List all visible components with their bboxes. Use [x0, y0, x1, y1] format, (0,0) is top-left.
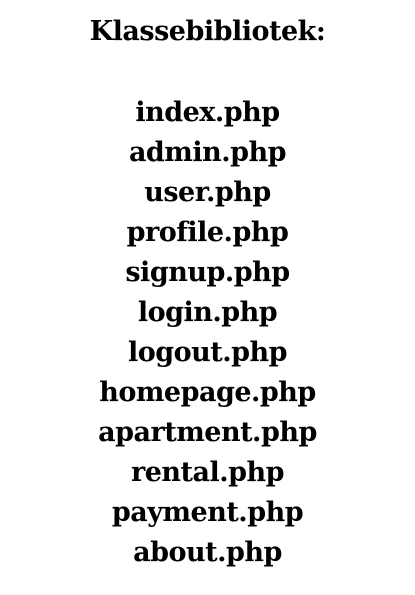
file-admin-php: admin.php	[128, 137, 287, 168]
file-signup-php: signup.php	[125, 257, 290, 288]
file-login-php: login.php	[137, 297, 278, 328]
file-payment-php: payment.php	[111, 497, 304, 528]
file-list: index.php admin.php user.php profile.php…	[0, 93, 415, 573]
file-index-php: index.php	[135, 97, 280, 128]
file-apartment-php: apartment.php	[98, 417, 317, 448]
file-about-php: about.php	[133, 537, 282, 568]
file-logout-php: logout.php	[127, 337, 288, 368]
file-user-php: user.php	[144, 177, 271, 208]
file-rental-php: rental.php	[130, 457, 285, 488]
file-profile-php: profile.php	[126, 217, 289, 248]
page-title: Klassebibliotek:	[89, 16, 326, 47]
file-homepage-php: homepage.php	[99, 377, 316, 408]
